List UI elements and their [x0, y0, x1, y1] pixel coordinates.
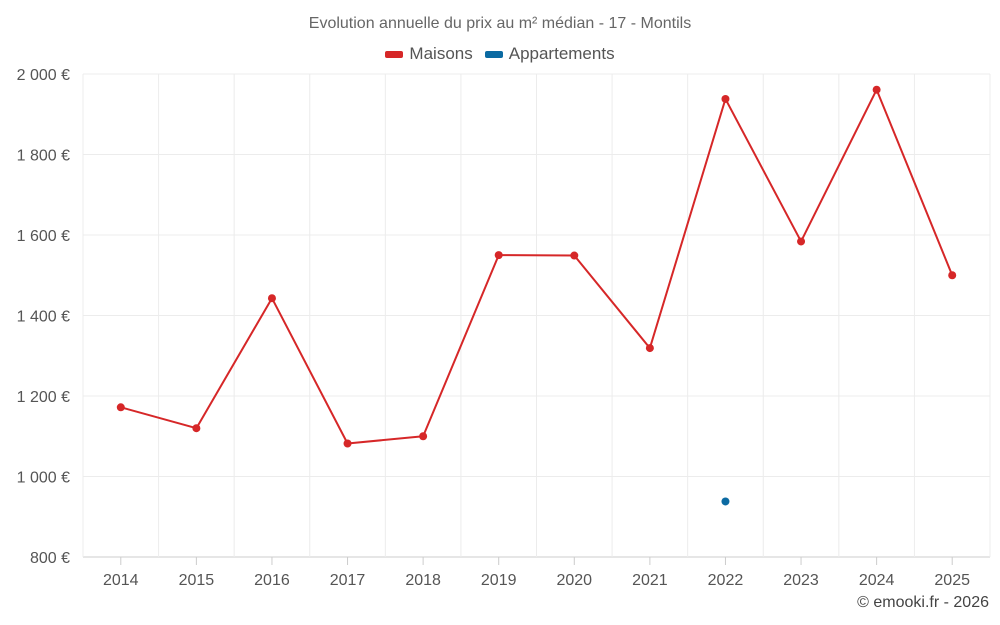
x-tick-label: 2019: [481, 572, 517, 589]
y-tick-label: 1 600 €: [17, 228, 70, 245]
data-point-maisons: [192, 424, 201, 433]
legend-label-maisons: Maisons: [409, 44, 473, 63]
data-point-maisons: [419, 432, 428, 441]
data-point-maisons: [494, 251, 503, 260]
y-tick-label: 1 000 €: [17, 470, 70, 487]
legend-item-appartements[interactable]: Appartements: [484, 44, 615, 64]
x-tick-label: 2022: [708, 572, 744, 589]
series-line-maisons: [120, 88, 954, 445]
x-tick-label: 2020: [556, 572, 592, 589]
y-tick-label: 1 400 €: [17, 309, 70, 326]
chart-title: Evolution annuelle du prix au m² médian …: [308, 15, 692, 32]
legend-swatch-appartements: [484, 50, 503, 58]
x-tick-label: 2024: [859, 572, 895, 589]
data-point-maisons: [721, 94, 730, 103]
data-point-maisons: [343, 439, 352, 448]
data-point-maisons: [116, 403, 125, 412]
x-tick-label: 2021: [632, 572, 668, 589]
data-point-maisons: [797, 237, 806, 246]
credit-text: © emooki.fr - 2026: [857, 594, 989, 611]
x-tick-label: 2014: [103, 572, 139, 589]
x-tick-label: 2023: [783, 572, 819, 589]
data-point-maisons: [872, 85, 881, 94]
y-tick-label: 800 €: [30, 550, 70, 567]
x-tick-label: 2017: [330, 572, 366, 589]
data-point-appartements: [721, 497, 730, 506]
data-point-maisons: [645, 344, 654, 353]
data-point-maisons: [570, 251, 579, 260]
legend-swatch-maisons: [385, 50, 404, 58]
legend-item-maisons[interactable]: Maisons: [385, 44, 473, 64]
legend-label-appartements: Appartements: [508, 44, 615, 63]
y-tick-label: 2 000 €: [17, 67, 70, 84]
x-tick-label: 2025: [934, 572, 970, 589]
y-tick-label: 1 200 €: [17, 389, 70, 406]
data-point-maisons: [948, 271, 957, 280]
chart-legend: Maisons Appartements: [0, 44, 1000, 64]
y-tick-label: 1 800 €: [17, 148, 70, 165]
x-tick-label: 2016: [254, 572, 290, 589]
x-tick-label: 2018: [405, 572, 441, 589]
data-point-maisons: [267, 294, 276, 303]
x-tick-label: 2015: [179, 572, 215, 589]
